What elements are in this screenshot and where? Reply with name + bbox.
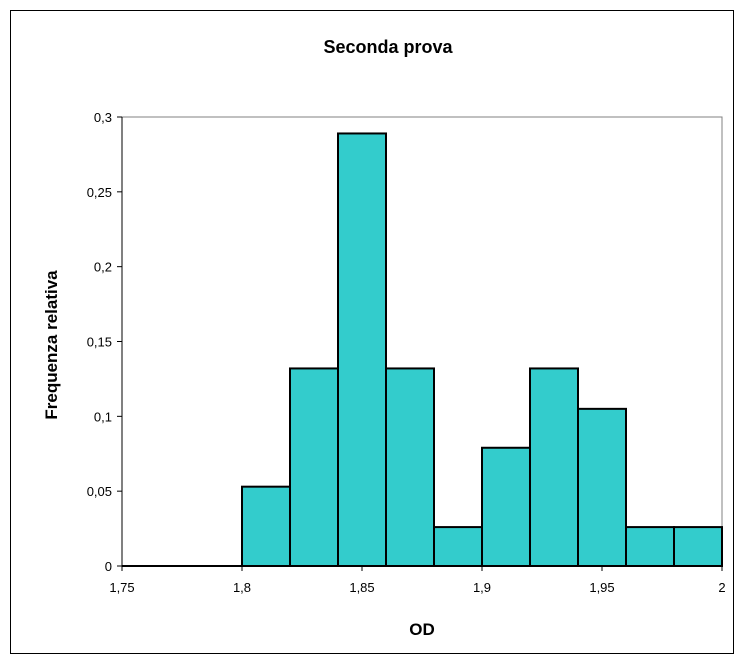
histogram-bar-1 (241, 485, 291, 567)
x-tick-label: 1,95 (589, 580, 614, 595)
y-axis-title: Frequenza relativa (42, 270, 61, 420)
x-tick-label: 1,75 (109, 580, 134, 595)
x-axis-title: OD (409, 620, 435, 639)
x-tick-label: 1,9 (473, 580, 491, 595)
x-tick-label: 2 (718, 580, 725, 595)
y-tick-label: 0,25 (87, 185, 112, 200)
x-tick-label: 1,85 (349, 580, 374, 595)
histogram-bar-2 (289, 367, 339, 567)
histogram-bar-7 (529, 367, 579, 567)
y-tick-label: 0,15 (87, 335, 112, 350)
bars-group (122, 132, 723, 568)
y-tick-label: 0,1 (94, 409, 112, 424)
histogram-bar-10 (673, 526, 723, 568)
histogram-bar-3 (337, 132, 387, 567)
y-axis-ticks: 0 0,05 0,1 0,15 0,2 0,25 0,3 (87, 110, 122, 574)
y-tick-label: 0,05 (87, 484, 112, 499)
x-tick-label: 1,8 (233, 580, 251, 595)
histogram-bar-8 (577, 407, 627, 567)
y-tick-label: 0,2 (94, 260, 112, 275)
histogram-bar-6 (481, 446, 531, 567)
y-tick-label: 0,3 (94, 110, 112, 125)
chart-title: Seconda prova (323, 37, 453, 57)
y-tick-label: 0 (105, 559, 112, 574)
x-axis-ticks: 1,75 1,8 1,85 1,9 1,95 2 (109, 566, 726, 595)
histogram-bar-5 (433, 526, 483, 568)
histogram-bar-9 (625, 526, 675, 568)
histogram-bar-4 (385, 367, 435, 567)
